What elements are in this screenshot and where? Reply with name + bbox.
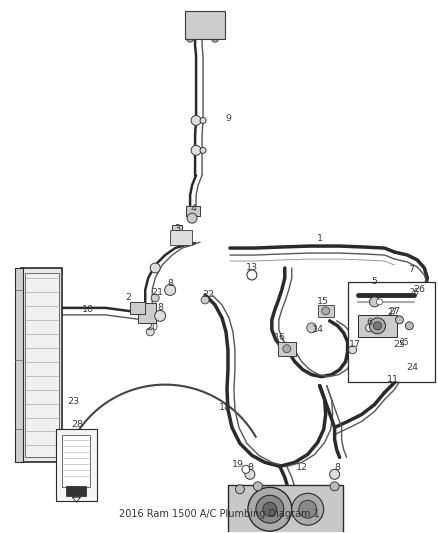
Text: 2016 Ram 1500 A/C Plumbing Diagram 1: 2016 Ram 1500 A/C Plumbing Diagram 1 [119,509,319,519]
Bar [186,206,200,216]
Circle shape [212,35,219,42]
Circle shape [165,285,176,295]
Circle shape [321,307,330,315]
Circle shape [143,314,151,322]
Circle shape [377,299,382,305]
Circle shape [283,345,291,353]
Circle shape [370,318,385,334]
Text: 9: 9 [225,114,231,123]
Circle shape [349,346,357,354]
Circle shape [143,304,151,312]
Text: 8: 8 [167,279,173,288]
Text: 28: 28 [71,420,84,429]
Circle shape [150,263,160,273]
Circle shape [292,493,324,525]
Circle shape [201,296,209,304]
Text: 3: 3 [174,224,180,232]
Bar [357,315,397,337]
Circle shape [151,294,159,302]
Circle shape [256,495,284,523]
Bar [170,230,192,245]
Text: 24: 24 [406,363,418,372]
Text: 1: 1 [317,233,323,243]
Circle shape [236,485,244,494]
Circle shape [406,322,413,330]
Text: 5: 5 [371,278,378,286]
Text: 27: 27 [388,309,397,317]
Text: 22: 22 [202,290,214,300]
Bar [67,486,86,496]
Text: 21: 21 [151,288,163,297]
Text: 26: 26 [413,286,425,294]
Bar [348,282,435,382]
Bar [318,305,334,317]
Text: 6: 6 [367,318,373,327]
Circle shape [187,213,197,223]
Circle shape [330,482,339,491]
Text: 26: 26 [410,288,419,297]
Bar [130,302,145,314]
Circle shape [307,323,317,333]
Circle shape [174,231,182,239]
Circle shape [245,470,255,479]
Circle shape [155,310,166,321]
Text: 20: 20 [146,324,158,332]
Bar [172,225,182,233]
Circle shape [366,324,374,332]
Text: 19: 19 [232,460,244,469]
Circle shape [187,15,194,22]
Circle shape [330,470,339,479]
Circle shape [187,35,194,42]
Bar [21,268,63,462]
Text: 10: 10 [82,305,95,314]
Text: 7: 7 [408,265,414,274]
Text: 25: 25 [393,340,406,349]
Text: 25: 25 [399,338,409,348]
Text: 17: 17 [349,340,360,349]
Bar [278,342,296,356]
Text: 13: 13 [246,263,258,272]
Text: 27: 27 [389,308,400,317]
Circle shape [396,316,403,324]
Circle shape [191,146,201,155]
Text: 8: 8 [247,463,253,472]
Circle shape [374,322,381,330]
Bar [138,303,156,323]
Text: 2: 2 [125,293,131,302]
Circle shape [254,482,262,491]
Circle shape [212,15,219,22]
Text: 15: 15 [317,297,328,306]
Text: 18: 18 [219,403,231,412]
Bar [63,435,90,487]
Circle shape [299,500,317,518]
Circle shape [146,328,154,336]
Bar [185,11,225,39]
Circle shape [263,502,277,516]
Bar [228,486,343,533]
Bar [25,273,59,457]
Text: 12: 12 [296,463,308,472]
Circle shape [242,465,250,473]
Circle shape [200,117,206,124]
Circle shape [200,148,206,154]
Circle shape [173,226,181,234]
Text: 8: 8 [157,303,163,312]
Text: 4: 4 [190,204,196,213]
Circle shape [370,297,379,307]
Bar [14,268,23,462]
Text: 14: 14 [312,325,324,334]
Text: 8: 8 [335,463,341,472]
Circle shape [247,270,257,280]
Bar [56,430,97,501]
Text: 16: 16 [274,333,286,342]
Circle shape [248,487,292,531]
Circle shape [190,208,196,214]
Text: 11: 11 [386,375,399,384]
Text: 23: 23 [67,397,80,406]
Circle shape [191,116,201,125]
